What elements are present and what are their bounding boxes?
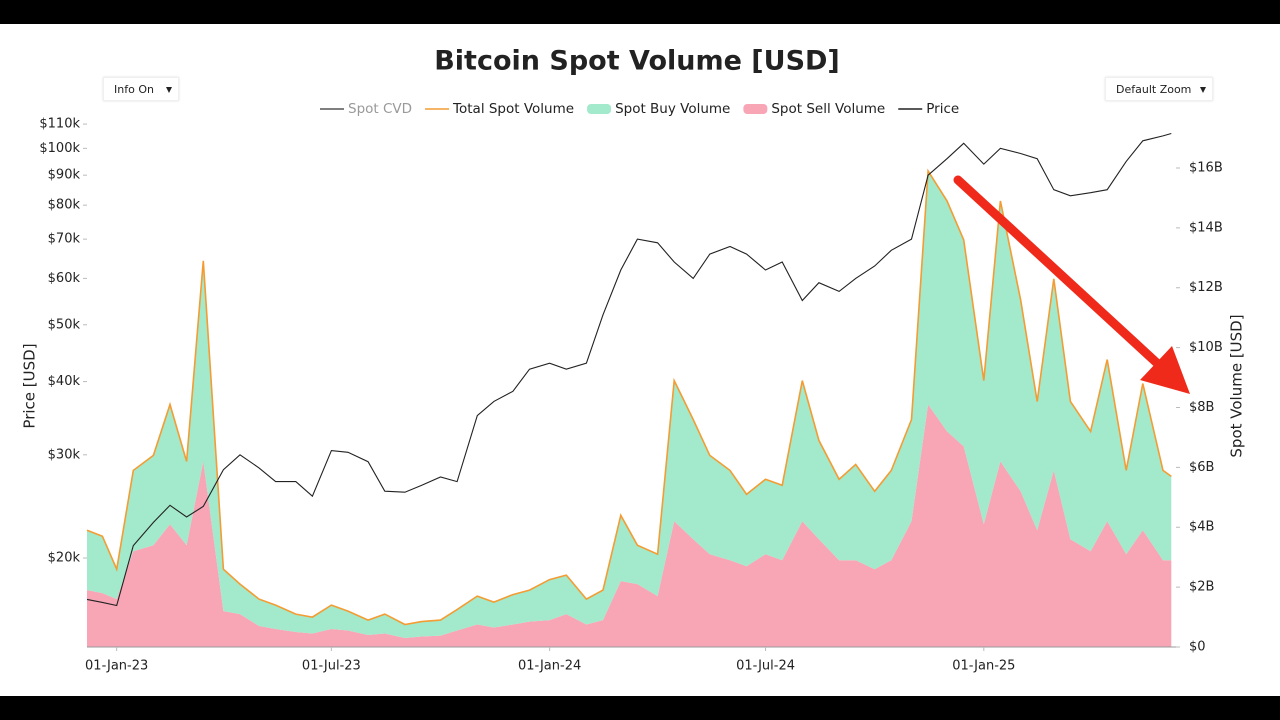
line: [86, 168, 1172, 626]
y2-tick-label: $8B: [1189, 400, 1214, 415]
plot-area: [86, 132, 1172, 647]
legend-label: Spot Sell Volume: [771, 101, 885, 117]
area: [87, 171, 1172, 638]
y2-tick-label: $14B: [1189, 220, 1223, 235]
legend-label: Spot CVD: [348, 101, 412, 117]
y-tick-label: $90k: [48, 168, 81, 183]
zoom-dropdown-label: Default Zoom: [1116, 82, 1192, 96]
legend-item[interactable]: Spot Sell Volume: [743, 101, 885, 117]
y-tick-label: $40k: [48, 374, 81, 389]
info-dropdown[interactable]: Info On: [103, 77, 179, 101]
dropdown-arrow: [1200, 87, 1206, 93]
legend-swatch: [587, 104, 612, 114]
legend-item[interactable]: Spot CVD: [320, 101, 412, 117]
y-tick-label: $20k: [48, 551, 81, 566]
y2-tick-label: $2B: [1189, 580, 1214, 595]
legend-swatch: [743, 104, 768, 114]
y-tick-label: $70k: [48, 232, 81, 247]
legend-label: Spot Buy Volume: [615, 101, 730, 117]
arrow-shaft: [953, 175, 1163, 369]
legend-item[interactable]: Spot Buy Volume: [587, 101, 730, 117]
y-tick-label: $110k: [39, 117, 80, 132]
legend-label: Price: [926, 101, 959, 117]
info-dropdown-label: Info On: [114, 82, 154, 96]
x-tick-label: 01-Jul-23: [302, 659, 361, 674]
x-tick-label: 01-Jan-25: [952, 659, 1015, 674]
zoom-dropdown[interactable]: Default Zoom: [1105, 77, 1213, 101]
y-tick-label: $50k: [48, 317, 81, 332]
arrow-head: [1140, 346, 1190, 394]
x-tick-label: 01-Jan-24: [518, 659, 581, 674]
line: [86, 132, 1172, 607]
y-tick-label: $100k: [39, 141, 80, 156]
legend-item[interactable]: Total Spot Volume: [425, 101, 574, 117]
area: [87, 404, 1172, 647]
x-tick-label: 01-Jul-24: [736, 659, 795, 674]
y2-tick-label: $10B: [1189, 340, 1223, 355]
y2-tick-label: $16B: [1189, 160, 1223, 175]
legend-item[interactable]: Price: [898, 101, 959, 117]
y2-tick-label: $0: [1189, 640, 1206, 655]
trend-arrow: [953, 175, 1190, 394]
y2-tick-label: $12B: [1189, 280, 1223, 295]
x-tick-label: 01-Jan-23: [85, 659, 148, 674]
y-tick-label: $60k: [48, 271, 81, 286]
y2-tick-label: $6B: [1189, 460, 1214, 475]
chart-title: Bitcoin Spot Volume [USD]: [434, 46, 840, 77]
y-axis-title: Price [USD]: [21, 343, 39, 428]
y-tick-label: $30k: [48, 447, 81, 462]
y-tick-label: $80k: [48, 198, 81, 213]
y2-tick-label: $4B: [1189, 520, 1214, 535]
dropdown-arrow: [166, 87, 172, 93]
legend-label: Total Spot Volume: [452, 101, 574, 117]
y2-axis-title: Spot Volume [USD]: [1228, 314, 1246, 457]
